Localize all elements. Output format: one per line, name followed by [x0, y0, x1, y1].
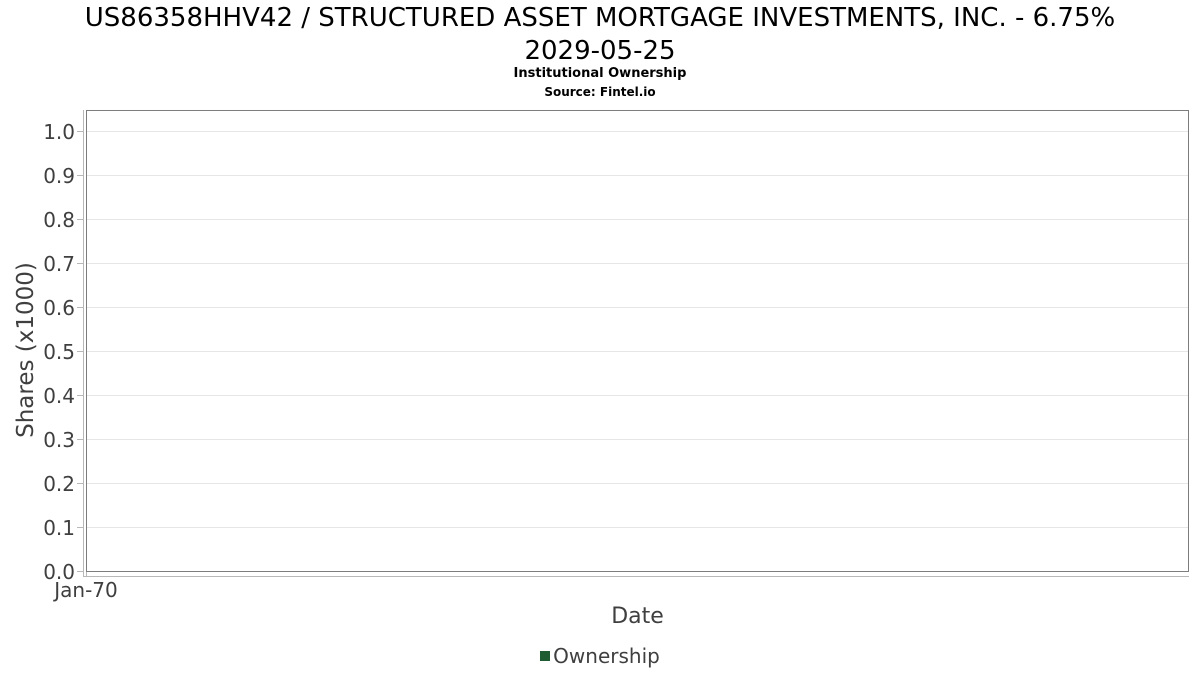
y-tick-label: 0.3	[43, 427, 75, 452]
x-axis-tick-line	[83, 576, 1189, 577]
y-tick	[77, 527, 83, 528]
chart-title-line1: US86358HHV42 / STRUCTURED ASSET MORTGAGE…	[84, 3, 1116, 33]
y-tick	[77, 131, 83, 132]
gridline	[87, 483, 1188, 484]
y-tick-label: 1.0	[43, 119, 75, 144]
gridline	[87, 395, 1188, 396]
gridline	[87, 351, 1188, 352]
gridline	[87, 219, 1188, 220]
gridline	[87, 131, 1188, 132]
legend-label: Ownership	[553, 644, 660, 668]
gridline	[87, 527, 1188, 528]
y-tick	[77, 219, 83, 220]
y-tick	[77, 263, 83, 264]
y-tick-label: 0.5	[43, 339, 75, 364]
y-tick	[77, 307, 83, 308]
y-tick-label: 0.2	[43, 471, 75, 496]
y-tick-label: 0.4	[43, 383, 75, 408]
chart-subtitle: Institutional Ownership	[513, 66, 687, 81]
y-tick	[77, 395, 83, 396]
gridline	[87, 175, 1188, 176]
y-axis-tick-line	[83, 110, 84, 577]
legend: Ownership	[0, 644, 1200, 668]
y-tick	[77, 439, 83, 440]
legend-item-ownership: Ownership	[540, 644, 660, 668]
x-axis-title: Date	[611, 604, 664, 629]
y-tick-label: 0.1	[43, 515, 75, 540]
x-tick	[86, 572, 87, 577]
y-tick	[77, 351, 83, 352]
y-tick-label: 0.0	[43, 559, 75, 584]
plot-area	[86, 110, 1189, 572]
y-tick	[77, 483, 83, 484]
y-tick-label: 0.9	[43, 163, 75, 188]
y-tick-label: 0.8	[43, 207, 75, 232]
y-tick-label: 0.6	[43, 295, 75, 320]
y-tick-label: 0.7	[43, 251, 75, 276]
gridline	[87, 263, 1188, 264]
chart-subhead: Institutional Ownership Source: Fintel.i…	[0, 65, 1200, 101]
chart-title: US86358HHV42 / STRUCTURED ASSET MORTGAGE…	[0, 2, 1200, 68]
x-tick-label: Jan-70	[54, 578, 118, 602]
chart-source: Source: Fintel.io	[544, 85, 656, 99]
gridline	[87, 307, 1188, 308]
chart-title-line2: 2029-05-25	[524, 36, 676, 66]
gridline	[87, 439, 1188, 440]
legend-square-icon	[540, 651, 551, 661]
y-tick	[77, 175, 83, 176]
y-tick	[77, 571, 83, 572]
